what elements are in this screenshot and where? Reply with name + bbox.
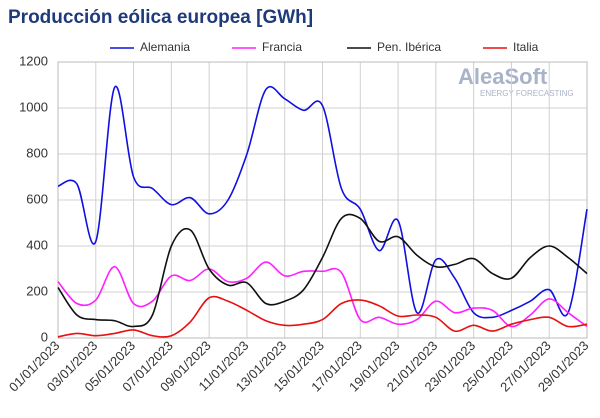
legend-label: Francia bbox=[262, 40, 302, 54]
y-tick-label: 1000 bbox=[19, 99, 48, 114]
watermark-tagline: ENERGY FORECASTING bbox=[480, 89, 574, 98]
series-line bbox=[57, 85, 588, 319]
legend-label: Alemania bbox=[140, 40, 190, 54]
y-tick-label: 800 bbox=[26, 145, 48, 160]
y-tick-label: 1200 bbox=[19, 53, 48, 68]
series-line bbox=[57, 261, 588, 328]
plot-frame bbox=[57, 61, 588, 339]
series-line bbox=[57, 213, 588, 328]
y-tick-label: 200 bbox=[26, 283, 48, 298]
series-line bbox=[57, 295, 588, 338]
y-tick-label: 400 bbox=[26, 237, 48, 252]
legend-label: Pen. Ibérica bbox=[377, 40, 441, 54]
y-tick-label: 0 bbox=[41, 329, 48, 344]
legend-label: Italia bbox=[513, 40, 539, 54]
chart-title: Producción eólica europea [GWh] bbox=[8, 7, 313, 28]
y-tick-label: 600 bbox=[26, 191, 48, 206]
watermark-brand: AleaSoft bbox=[458, 64, 548, 89]
